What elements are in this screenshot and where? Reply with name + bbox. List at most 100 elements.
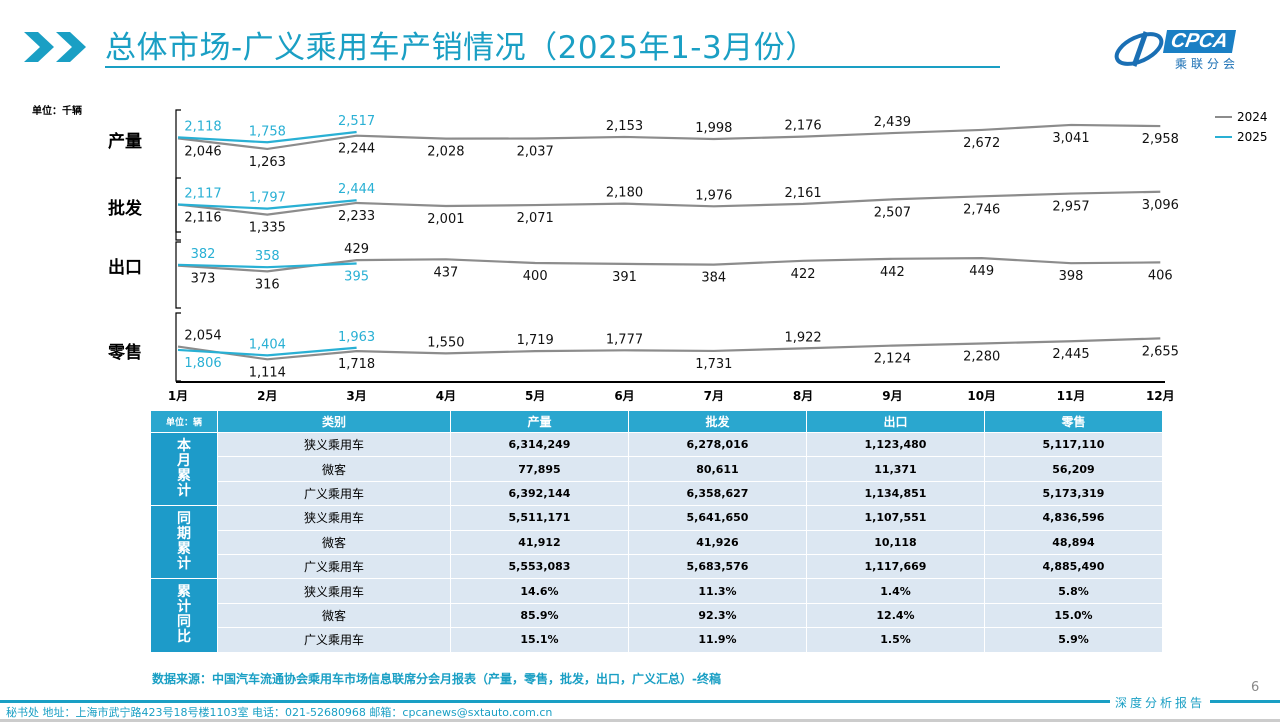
table-cell: 6,314,249 — [450, 431, 629, 458]
page-title: 总体市场-广义乘用车产销情况（2025年1-3月份） — [105, 30, 817, 66]
table-row: 广义乘用车 6,392,144 6,358,627 1,134,851 5,173,31… — [151, 480, 1163, 507]
data-label: 1,114 — [249, 365, 286, 380]
data-label: 2,445 — [1052, 347, 1089, 362]
table-cell: 41,926 — [628, 529, 807, 555]
category-cell: 广义乘用车 — [217, 480, 451, 507]
data-label: 406 — [1148, 268, 1173, 283]
table-cell: 5,511,171 — [450, 505, 629, 531]
data-label: 1,806 — [184, 356, 221, 371]
data-label: 1,998 — [695, 121, 732, 136]
table-cell: 15.0% — [984, 602, 1163, 629]
legend-label: 2024 — [1237, 110, 1268, 124]
x-tick-label: 12月 — [1146, 389, 1175, 403]
series-line-2024 — [177, 190, 1161, 216]
table-cell: 6,392,144 — [450, 480, 629, 507]
data-label: 2,071 — [517, 211, 554, 226]
data-label: 2,672 — [963, 136, 1000, 151]
table-cell: 77,895 — [450, 456, 629, 482]
data-label: 1,976 — [695, 188, 732, 203]
divider — [0, 700, 1110, 703]
table-cell: 5.9% — [984, 627, 1163, 653]
footer-tag: 深度分析报告 — [1115, 696, 1206, 710]
category-cell: 狭义乘用车 — [217, 578, 451, 604]
data-label: 373 — [191, 272, 216, 287]
data-label: 2,507 — [874, 205, 911, 220]
table-cell: 12.4% — [806, 602, 985, 629]
panel-bracket — [175, 109, 181, 233]
data-label: 2,001 — [427, 212, 464, 227]
data-label: 2,439 — [874, 115, 911, 130]
column-header: 出口 — [806, 410, 985, 433]
data-label: 422 — [791, 267, 816, 282]
data-label: 2,118 — [184, 119, 221, 134]
table-cell: 85.9% — [450, 602, 629, 629]
data-label: 2,028 — [427, 145, 464, 160]
column-header: 零售 — [984, 410, 1163, 433]
data-label: 395 — [344, 270, 369, 285]
data-label: 2,280 — [963, 349, 1000, 364]
data-label: 358 — [255, 249, 280, 264]
table-row: 微客 85.9% 92.3% 12.4% 15.0% — [151, 602, 1163, 629]
x-tick-label: 11月 — [1057, 389, 1086, 403]
title-underline — [105, 66, 1000, 68]
x-tick-label: 3月 — [346, 389, 366, 403]
category-cell: 狭义乘用车 — [217, 431, 451, 458]
data-label: 1,404 — [249, 337, 286, 352]
data-label: 1,719 — [517, 333, 554, 348]
table-cell: 4,885,490 — [984, 553, 1163, 580]
data-label: 1,550 — [427, 335, 464, 350]
table-cell: 11,371 — [806, 456, 985, 482]
data-label: 1,922 — [784, 330, 821, 345]
table-cell: 92.3% — [628, 602, 807, 629]
table-row: 广义乘用车 15.1% 11.9% 1.5% 5.9% — [151, 627, 1163, 653]
data-label: 398 — [1059, 269, 1084, 284]
data-label: 3,041 — [1052, 131, 1089, 146]
table-cell: 5.8% — [984, 578, 1163, 604]
data-label: 429 — [344, 242, 369, 257]
table-cell: 11.3% — [628, 578, 807, 604]
x-tick-label: 1月 — [168, 389, 188, 403]
category-cell: 微客 — [217, 456, 451, 482]
data-label: 1,777 — [606, 332, 643, 347]
table-cell: 5,641,650 — [628, 505, 807, 531]
table-row: 广义乘用车 5,553,083 5,683,576 1,117,669 4,885,49… — [151, 553, 1163, 580]
series-line-2024 — [177, 123, 1161, 151]
panel-label: 出口 — [108, 257, 142, 278]
table-row: 微客 41,912 41,926 10,118 48,894 — [151, 529, 1163, 555]
category-cell: 广义乘用车 — [217, 553, 451, 580]
footer-bar — [0, 719, 1280, 722]
table-cell: 1,117,669 — [806, 553, 985, 580]
series-line-2025 — [177, 262, 357, 269]
data-label: 2,958 — [1142, 132, 1179, 147]
series-line-2025 — [177, 130, 357, 144]
table-cell: 1,123,480 — [806, 431, 985, 458]
table-cell: 5,683,576 — [628, 553, 807, 580]
data-label: 316 — [255, 277, 280, 292]
column-header: 批发 — [628, 410, 807, 433]
data-source: 数据来源：中国汽车流通协会乘用车市场信息联席分会月报表（产量，零售，批发，出口，… — [152, 672, 721, 686]
data-label: 2,117 — [184, 186, 221, 201]
table-row: 本月累计 狭义乘用车 6,314,249 6,278,016 1,123,480 5,11… — [150, 431, 1163, 507]
panel-bracket — [175, 177, 181, 241]
table-row: 微客 77,895 80,611 11,371 56,209 — [151, 456, 1163, 482]
data-label: 2,054 — [184, 329, 221, 344]
table-cell: 15.1% — [450, 627, 629, 653]
data-label: 2,176 — [784, 119, 821, 134]
summary-table: 单位：辆 类别 产量 批发 出口 零售 本月累计 狭义乘用车 6,314,249 6,278,0… — [150, 410, 1163, 653]
table-cell: 1,107,551 — [806, 505, 985, 531]
x-tick-label: 5月 — [525, 389, 545, 403]
row-group-label: 本月累计 — [150, 431, 218, 507]
table-cell: 6,358,627 — [628, 480, 807, 507]
x-tick-label: 10月 — [967, 389, 996, 403]
x-tick-label: 2月 — [257, 389, 277, 403]
data-label: 2,957 — [1052, 200, 1089, 215]
panel-label: 批发 — [108, 198, 143, 219]
table-cell: 1,134,851 — [806, 480, 985, 507]
category-cell: 微客 — [217, 529, 451, 555]
data-label: 1,797 — [249, 191, 286, 206]
column-header: 类别 — [217, 410, 451, 433]
data-label: 2,517 — [338, 114, 375, 129]
panel-bracket — [175, 241, 181, 309]
series-line-2025 — [177, 199, 357, 210]
data-label: 2,244 — [338, 142, 375, 157]
